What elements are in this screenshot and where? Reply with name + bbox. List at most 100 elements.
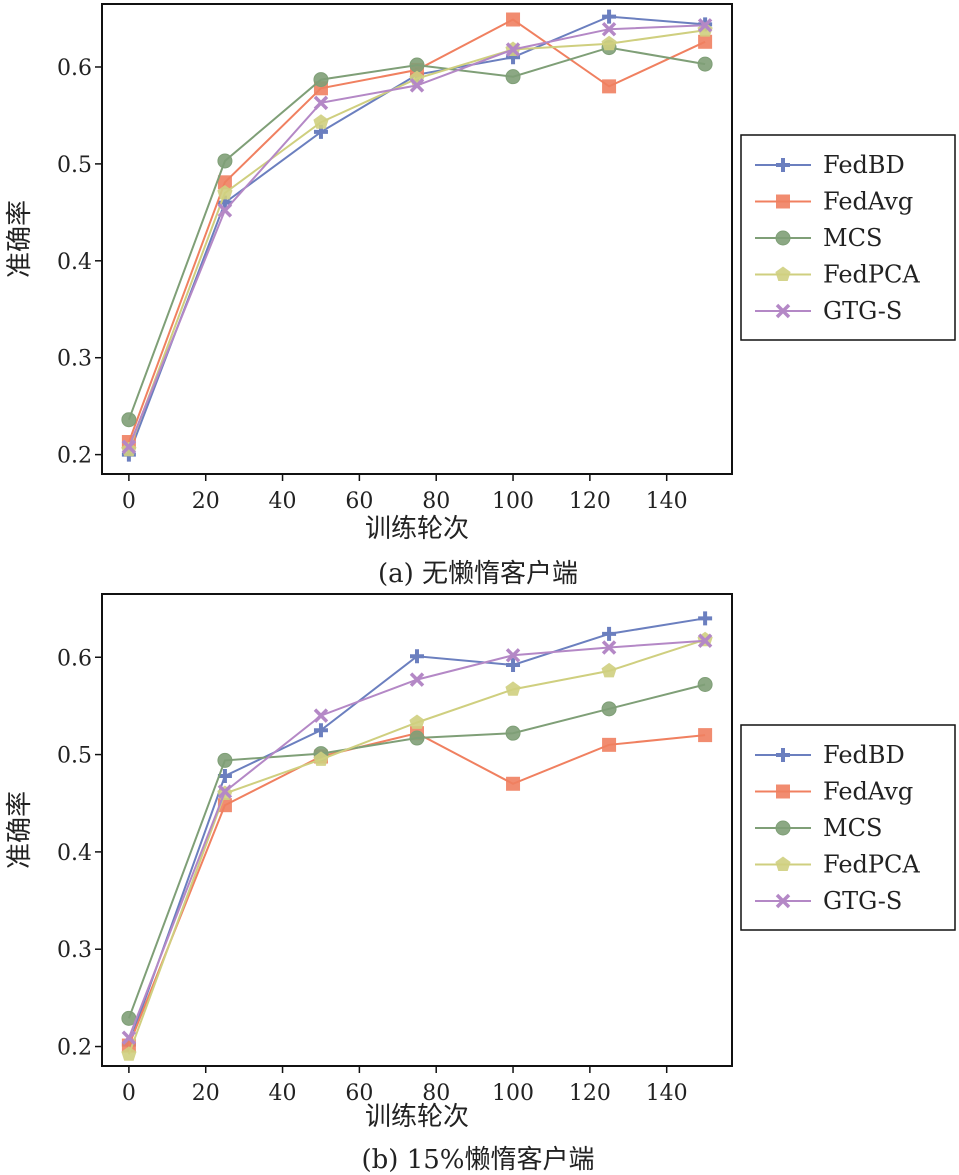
panel-b-caption: (b) 15%懒惰客户端: [362, 1145, 595, 1175]
panel-a-x-tick-label: 40: [269, 489, 297, 514]
panel-b-point-fedbd: [506, 658, 521, 673]
panel-b-y-axis-label: 准确率: [5, 791, 35, 869]
panel-b-legend-label-gtg-s: GTG-S: [823, 887, 902, 915]
panel-a-point-fedavg: [602, 79, 617, 94]
panel-b-point-fedpca: [313, 751, 329, 766]
panel-a-point-mcs: [217, 153, 233, 169]
panel-b-point-mcs: [217, 752, 233, 768]
panel-b-x-tick-label: 140: [646, 1081, 688, 1106]
panel-b-point-gtg-s: [409, 672, 425, 687]
panel-a-x-tick-label: 20: [192, 489, 220, 514]
panel-b-x-tick-label: 80: [422, 1081, 450, 1106]
panel-a-y-tick-label: 0.2: [57, 444, 92, 469]
panel-b-point-mcs: [409, 730, 425, 746]
panel-a-legend-marker-mcs: [775, 230, 791, 246]
panel-b-legend-label-fedavg: FedAvg: [823, 778, 913, 806]
panel-a-y-axis-label: 准确率: [5, 200, 35, 278]
panel-b-point-mcs: [505, 725, 521, 741]
panel-a-legend-label-fedpca: FedPCA: [823, 261, 920, 289]
panel-a-point-gtg-s: [697, 18, 713, 33]
panel-b-x-tick-label: 40: [269, 1081, 297, 1106]
panel-b-legend-marker-gtg-s: [775, 893, 791, 909]
panel-a-point-gtg-s: [313, 95, 329, 111]
panel-a-point-fedavg: [506, 12, 521, 27]
panel-a-chart: 0 20 40 60 80 100 120 140 0.2 0.3 0.4 0.5 0.6 训练轮次 准确率…: [5, 3, 956, 589]
panel-b-y-tick-label: 0.3: [57, 938, 92, 963]
panel-b-point-fedbd: [698, 611, 713, 626]
panel-b-point-fedpca: [601, 662, 617, 678]
panel-a-series-gtg-s: [121, 18, 713, 455]
panel-a-y-tick-label: 0.5: [57, 153, 92, 178]
panel-a-legend-marker-gtg-s: [775, 303, 791, 319]
panel-a-point-gtg-s: [121, 439, 137, 455]
panel-b-y-tick-label: 0.2: [57, 1036, 92, 1061]
panel-b-point-gtg-s: [697, 633, 713, 648]
panel-a-point-mcs: [313, 72, 329, 88]
panel-b-series-fedpca: [121, 631, 713, 1061]
panel-a-point-gtg-s: [217, 203, 233, 218]
panel-a-point-gtg-s: [409, 78, 425, 93]
panel-b-point-fedpca: [121, 1046, 137, 1061]
panel-a-legend-marker-fedavg: [776, 194, 790, 209]
panel-b-x-tick-label: 0: [122, 1081, 136, 1106]
panel-a-point-fedpca: [313, 114, 329, 129]
panel-a-y-tick-label: 0.3: [57, 347, 92, 372]
panel-a-legend-label-fedbd: FedBD: [823, 151, 905, 179]
panel-b-point-fedbd: [217, 768, 232, 783]
panel-a-legend-label-gtg-s: GTG-S: [823, 297, 902, 325]
panel-b-legend-marker-fedpca: [775, 856, 791, 871]
panel-a-point-mcs: [121, 412, 137, 428]
panel-b-line-fedpca: [127, 638, 706, 1055]
panel-b-x-tick-label: 60: [345, 1081, 373, 1106]
panel-b-point-mcs: [697, 677, 713, 693]
panel-b-point-fedavg: [602, 737, 617, 752]
panel-a-line-gtg-s: [127, 24, 706, 448]
panel-b-point-gtg-s: [217, 784, 233, 799]
panel-b-x-tick-label: 100: [492, 1081, 534, 1106]
panel-a-point-fedavg: [217, 175, 232, 190]
panel-b-series-gtg-s: [121, 633, 713, 1046]
panel-a-point-mcs: [697, 56, 713, 72]
panel-b-legend-marker-fedbd: [776, 748, 790, 762]
panel-a-y-tick-label: 0.6: [57, 56, 92, 81]
panel-b-line-fedavg: [127, 732, 706, 1046]
panel-a-x-tick-label: 120: [569, 489, 611, 514]
panel-b-y-tick-label: 0.5: [57, 744, 92, 769]
panel-b-legend-label-fedpca: FedPCA: [823, 851, 920, 879]
panel-b-x-tick-label: 120: [569, 1081, 611, 1106]
panel-a-x-tick-label: 100: [492, 489, 534, 514]
panel-a-legend-label-mcs: MCS: [823, 224, 882, 252]
panel-b-legend: FedBD FedAvg MCS FedPCA GTG-S: [740, 724, 956, 931]
panel-a-point-fedpca: [217, 185, 233, 200]
panel-b-legend-label-fedbd: FedBD: [823, 741, 905, 769]
panel-b-y-tick-label: 0.6: [57, 646, 92, 671]
panel-b-series-fedbd: [121, 611, 713, 1052]
panel-a-plot-frame: [101, 3, 733, 475]
panel-b-x-tick-label: 20: [192, 1081, 220, 1106]
panel-b-point-gtg-s: [313, 708, 329, 723]
panel-b-chart: 0 20 40 60 80 100 120 140 0.2 0.3 0.4 0.5 0.6 训练轮次 准确率…: [5, 593, 956, 1175]
panel-b-y-tick-label: 0.4: [57, 841, 92, 866]
panel-a-point-fedavg: [698, 34, 713, 49]
panel-b-point-gtg-s: [121, 1030, 137, 1046]
panel-b-point-fedpca: [505, 681, 521, 696]
panel-b-point-fedavg: [506, 776, 521, 791]
panel-a-legend: FedBD FedAvg MCS FedPCA GTG-S: [740, 134, 956, 341]
panel-b-point-gtg-s: [601, 640, 617, 655]
panel-a-line-fedpca: [127, 29, 706, 451]
panel-b-point-mcs: [601, 701, 617, 717]
panel-a-x-tick-label: 80: [422, 489, 450, 514]
panel-b-legend-label-mcs: MCS: [823, 814, 882, 842]
panel-b-point-fedavg: [698, 728, 713, 743]
panel-b-legend-marker-mcs: [775, 820, 791, 836]
panel-a-point-mcs: [409, 57, 425, 73]
panel-a-point-mcs: [505, 69, 521, 85]
panel-b-plot-frame: [101, 593, 733, 1067]
panel-b-series-fedavg: [121, 726, 713, 1053]
panel-a-x-tick-label: 140: [646, 489, 688, 514]
panel-a-legend-label-fedavg: FedAvg: [823, 188, 913, 216]
panel-b-point-gtg-s: [505, 648, 521, 663]
panel-b-x-axis-label: 训练轮次: [365, 1102, 469, 1132]
panel-a-caption: (a) 无懒惰客户端: [378, 559, 578, 589]
